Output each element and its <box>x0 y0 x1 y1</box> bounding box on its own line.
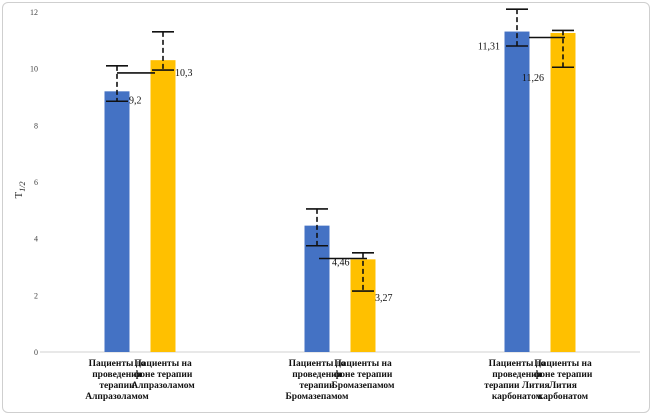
category-label: проведения <box>292 370 342 380</box>
bar <box>150 60 176 353</box>
y-tick-label: 6 <box>34 178 38 187</box>
data-label: 11,26 <box>522 73 544 84</box>
category-label: Бромазепамом <box>332 381 395 391</box>
y-tick-label: 4 <box>34 235 38 244</box>
data-label: 10,3 <box>175 68 193 79</box>
bars <box>104 31 576 353</box>
data-labels: 9,2 10,3 4,46 3,27 11,31 11,26 <box>129 42 544 304</box>
category-label: Бромазепамом <box>286 392 349 402</box>
y-tick-label: 12 <box>30 8 38 17</box>
bar <box>304 225 330 352</box>
category-label: Лития <box>549 381 577 391</box>
data-label: 3,27 <box>375 293 393 304</box>
category-label: Пациенты до <box>89 359 146 369</box>
error-bars <box>106 8 574 292</box>
category-label: фоне терапии <box>534 369 593 380</box>
y-tick-label: 0 <box>34 348 38 357</box>
data-label: 11,31 <box>478 42 500 53</box>
category-label: Пациенты на <box>534 359 592 369</box>
category-label: Алпразоламом <box>131 381 195 391</box>
category-label: Пациенты до <box>489 359 546 369</box>
category-label: Алпразоламом <box>85 392 149 402</box>
category-label: Пациенты на <box>334 359 392 369</box>
category-labels: Пациенты допроведениятерапииАлпразоламом… <box>85 359 593 402</box>
y-ticks: 0 2 4 6 8 10 12 <box>30 8 38 357</box>
category-label: терапии Лития <box>484 381 549 391</box>
category-label: проведения <box>492 370 542 380</box>
bar <box>504 31 530 353</box>
category-label: карбонатом <box>538 391 589 402</box>
category-label: фоне терапии <box>134 369 193 380</box>
bar <box>350 259 376 352</box>
y-tick-label: 2 <box>34 291 38 300</box>
category-label: Пациенты до <box>289 359 346 369</box>
data-label: 9,2 <box>129 95 142 106</box>
bar <box>104 91 130 352</box>
bar <box>550 32 576 352</box>
category-label: терапии <box>299 381 335 391</box>
y-tick-label: 10 <box>30 65 38 74</box>
y-axis-label: T1/2 <box>13 182 27 199</box>
category-label: карбонатом <box>492 391 543 402</box>
category-label: Пациенты на <box>134 359 192 369</box>
y-tick-label: 8 <box>34 121 38 130</box>
category-label: фоне терапии <box>334 369 393 380</box>
category-label: проведения <box>92 370 142 380</box>
category-label: терапии <box>99 381 135 391</box>
data-label: 4,46 <box>332 258 350 269</box>
